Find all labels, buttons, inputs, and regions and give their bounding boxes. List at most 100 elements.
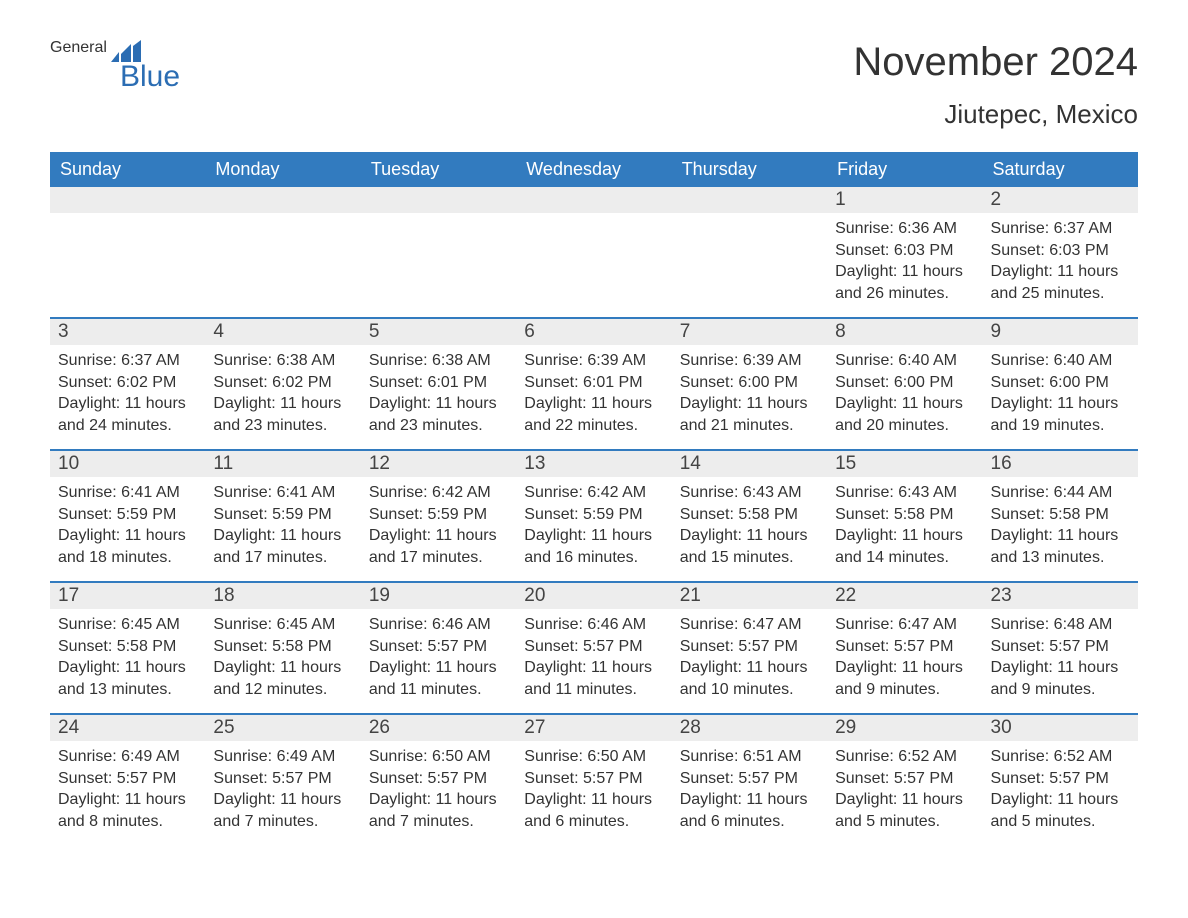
month-title: November 2024	[853, 40, 1138, 85]
sunrise-line: Sunrise: 6:44 AM	[991, 482, 1130, 504]
sunset-line: Sunset: 6:00 PM	[835, 372, 974, 394]
day-cell: 8Sunrise: 6:40 AMSunset: 6:00 PMDaylight…	[827, 319, 982, 449]
sunset-line: Sunset: 5:57 PM	[835, 636, 974, 658]
day-details: Sunrise: 6:42 AMSunset: 5:59 PMDaylight:…	[516, 477, 671, 580]
day-cell: 20Sunrise: 6:46 AMSunset: 5:57 PMDayligh…	[516, 583, 671, 713]
day-details: Sunrise: 6:42 AMSunset: 5:59 PMDaylight:…	[361, 477, 516, 580]
day-cell: 28Sunrise: 6:51 AMSunset: 5:57 PMDayligh…	[672, 715, 827, 845]
day-number: 14	[672, 451, 827, 477]
sunrise-line: Sunrise: 6:49 AM	[213, 746, 352, 768]
day-cell-empty	[516, 187, 671, 317]
sunset-line: Sunset: 5:59 PM	[213, 504, 352, 526]
sunset-line: Sunset: 5:57 PM	[680, 768, 819, 790]
day-details: Sunrise: 6:43 AMSunset: 5:58 PMDaylight:…	[672, 477, 827, 580]
daylight-line: Daylight: 11 hours and 11 minutes.	[369, 657, 508, 700]
day-details: Sunrise: 6:50 AMSunset: 5:57 PMDaylight:…	[361, 741, 516, 844]
sunset-line: Sunset: 5:57 PM	[524, 768, 663, 790]
daylight-line: Daylight: 11 hours and 21 minutes.	[680, 393, 819, 436]
dow-header-row: SundayMondayTuesdayWednesdayThursdayFrid…	[50, 152, 1138, 187]
logo-blue-text: Blue	[120, 62, 180, 92]
day-cell: 1Sunrise: 6:36 AMSunset: 6:03 PMDaylight…	[827, 187, 982, 317]
day-number: 17	[50, 583, 205, 609]
day-details: Sunrise: 6:47 AMSunset: 5:57 PMDaylight:…	[827, 609, 982, 712]
day-cell: 30Sunrise: 6:52 AMSunset: 5:57 PMDayligh…	[983, 715, 1138, 845]
day-number: 23	[983, 583, 1138, 609]
day-number: 19	[361, 583, 516, 609]
week-row: 17Sunrise: 6:45 AMSunset: 5:58 PMDayligh…	[50, 581, 1138, 713]
day-cell: 9Sunrise: 6:40 AMSunset: 6:00 PMDaylight…	[983, 319, 1138, 449]
sunrise-line: Sunrise: 6:49 AM	[58, 746, 197, 768]
day-cell: 10Sunrise: 6:41 AMSunset: 5:59 PMDayligh…	[50, 451, 205, 581]
day-number: 27	[516, 715, 671, 741]
day-details: Sunrise: 6:37 AMSunset: 6:03 PMDaylight:…	[983, 213, 1138, 316]
day-number: 20	[516, 583, 671, 609]
dow-cell: Thursday	[672, 152, 827, 187]
day-cell: 19Sunrise: 6:46 AMSunset: 5:57 PMDayligh…	[361, 583, 516, 713]
sunrise-line: Sunrise: 6:50 AM	[369, 746, 508, 768]
day-cell: 5Sunrise: 6:38 AMSunset: 6:01 PMDaylight…	[361, 319, 516, 449]
day-number: 15	[827, 451, 982, 477]
daylight-line: Daylight: 11 hours and 5 minutes.	[991, 789, 1130, 832]
sunrise-line: Sunrise: 6:42 AM	[524, 482, 663, 504]
day-cell: 24Sunrise: 6:49 AMSunset: 5:57 PMDayligh…	[50, 715, 205, 845]
sunset-line: Sunset: 5:59 PM	[58, 504, 197, 526]
day-number: 18	[205, 583, 360, 609]
day-cell: 11 Sunrise: 6:41 AMSunset: 5:59 PMDayligh…	[205, 451, 360, 581]
day-details: Sunrise: 6:37 AMSunset: 6:02 PMDaylight:…	[50, 345, 205, 448]
daylight-line: Daylight: 11 hours and 7 minutes.	[213, 789, 352, 832]
daylight-line: Daylight: 11 hours and 10 minutes.	[680, 657, 819, 700]
day-number	[50, 187, 205, 213]
sunrise-line: Sunrise: 6:43 AM	[680, 482, 819, 504]
sunrise-line: Sunrise: 6:40 AM	[835, 350, 974, 372]
daylight-line: Daylight: 11 hours and 23 minutes.	[213, 393, 352, 436]
day-number: 11	[205, 451, 360, 477]
day-details: Sunrise: 6:44 AMSunset: 5:58 PMDaylight:…	[983, 477, 1138, 580]
day-number: 4	[205, 319, 360, 345]
day-number: 30	[983, 715, 1138, 741]
calendar-weeks: 1Sunrise: 6:36 AMSunset: 6:03 PMDaylight…	[50, 187, 1138, 845]
sunrise-line: Sunrise: 6:37 AM	[991, 218, 1130, 240]
week-row: 24Sunrise: 6:49 AMSunset: 5:57 PMDayligh…	[50, 713, 1138, 845]
sunset-line: Sunset: 5:57 PM	[369, 636, 508, 658]
day-details: Sunrise: 6:45 AMSunset: 5:58 PMDaylight:…	[50, 609, 205, 712]
day-cell: 7Sunrise: 6:39 AMSunset: 6:00 PMDaylight…	[672, 319, 827, 449]
day-number: 8	[827, 319, 982, 345]
daylight-line: Daylight: 11 hours and 8 minutes.	[58, 789, 197, 832]
sunrise-line: Sunrise: 6:41 AM	[213, 482, 352, 504]
day-details: Sunrise: 6:49 AMSunset: 5:57 PMDaylight:…	[205, 741, 360, 844]
day-number: 28	[672, 715, 827, 741]
week-row: 10Sunrise: 6:41 AMSunset: 5:59 PMDayligh…	[50, 449, 1138, 581]
day-cell: 16Sunrise: 6:44 AMSunset: 5:58 PMDayligh…	[983, 451, 1138, 581]
sunset-line: Sunset: 5:57 PM	[524, 636, 663, 658]
daylight-line: Daylight: 11 hours and 7 minutes.	[369, 789, 508, 832]
daylight-line: Daylight: 11 hours and 17 minutes.	[213, 525, 352, 568]
sunrise-line: Sunrise: 6:48 AM	[991, 614, 1130, 636]
day-details: Sunrise: 6:49 AMSunset: 5:57 PMDaylight:…	[50, 741, 205, 844]
sunrise-line: Sunrise: 6:40 AM	[991, 350, 1130, 372]
daylight-line: Daylight: 11 hours and 18 minutes.	[58, 525, 197, 568]
day-number: 26	[361, 715, 516, 741]
logo-text: General Blue	[50, 40, 180, 92]
daylight-line: Daylight: 11 hours and 26 minutes.	[835, 261, 974, 304]
daylight-line: Daylight: 11 hours and 9 minutes.	[991, 657, 1130, 700]
daylight-line: Daylight: 11 hours and 5 minutes.	[835, 789, 974, 832]
day-number: 12	[361, 451, 516, 477]
sunset-line: Sunset: 6:01 PM	[369, 372, 508, 394]
day-details: Sunrise: 6:38 AMSunset: 6:01 PMDaylight:…	[361, 345, 516, 448]
sunrise-line: Sunrise: 6:36 AM	[835, 218, 974, 240]
day-cell: 6Sunrise: 6:39 AMSunset: 6:01 PMDaylight…	[516, 319, 671, 449]
day-details: Sunrise: 6:46 AMSunset: 5:57 PMDaylight:…	[361, 609, 516, 712]
sunrise-line: Sunrise: 6:38 AM	[369, 350, 508, 372]
sunrise-line: Sunrise: 6:45 AM	[213, 614, 352, 636]
day-details: Sunrise: 6:41 AMSunset: 5:59 PMDaylight:…	[50, 477, 205, 580]
day-number: 2	[983, 187, 1138, 213]
day-cell: 23Sunrise: 6:48 AMSunset: 5:57 PMDayligh…	[983, 583, 1138, 713]
sunrise-line: Sunrise: 6:51 AM	[680, 746, 819, 768]
daylight-line: Daylight: 11 hours and 14 minutes.	[835, 525, 974, 568]
day-details: Sunrise: 6:50 AMSunset: 5:57 PMDaylight:…	[516, 741, 671, 844]
sunset-line: Sunset: 6:03 PM	[835, 240, 974, 262]
day-cell: 21Sunrise: 6:47 AMSunset: 5:57 PMDayligh…	[672, 583, 827, 713]
day-number: 13	[516, 451, 671, 477]
sunset-line: Sunset: 5:57 PM	[835, 768, 974, 790]
sunset-line: Sunset: 5:59 PM	[369, 504, 508, 526]
